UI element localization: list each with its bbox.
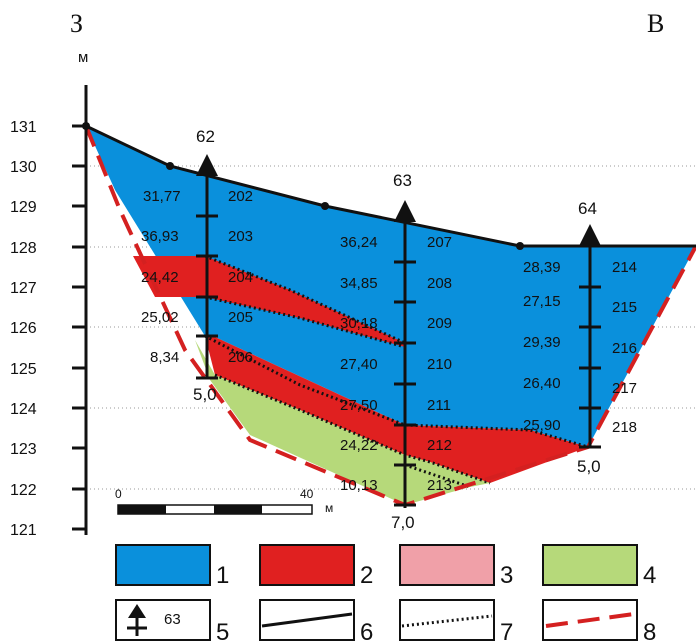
- well-64-sample-218: 218: [612, 419, 637, 436]
- tick-124: 124: [10, 401, 37, 418]
- well-64-id: 64: [578, 199, 597, 218]
- well-64-value-5: 25,90: [523, 417, 561, 434]
- legend: 1 2 3 4 63 5 6 7: [115, 544, 656, 644]
- well-63-value-5: 27,50: [340, 397, 378, 414]
- well-63-value-2: 34,85: [340, 275, 378, 292]
- well-62: 62 5,0 202 203 204 205 206 31,77 36,93 2…: [141, 127, 253, 404]
- tick-127: 127: [10, 280, 37, 297]
- legend-item-4: 4: [542, 544, 656, 589]
- well-63-depth: 7,0: [391, 513, 415, 532]
- well-64-value-4: 26,40: [523, 375, 561, 392]
- tick-123: 123: [10, 441, 37, 458]
- well-64-value-2: 27,15: [523, 293, 561, 310]
- well-64-sample-217: 217: [612, 380, 637, 397]
- well-62-sample-203: 203: [228, 228, 253, 245]
- tick-126: 126: [10, 320, 37, 337]
- layer-red-upper: [133, 256, 405, 347]
- tick-129: 129: [10, 199, 37, 216]
- well-62-value-1: 31,77: [143, 188, 181, 205]
- well-64-sample-215: 215: [612, 299, 637, 316]
- tick-122: 122: [10, 482, 37, 499]
- svg-text:4: 4: [643, 562, 656, 589]
- layer-red-lower: [205, 336, 588, 483]
- well-63-value-1: 36,24: [340, 234, 378, 251]
- legend-item-7: 7: [399, 599, 513, 644]
- well-64-depth: 5,0: [577, 457, 601, 476]
- axis-tick-marks: [72, 124, 86, 531]
- svg-text:2: 2: [360, 562, 373, 589]
- axis-unit: м: [78, 49, 88, 66]
- direction-east: В: [647, 9, 664, 38]
- legend-item-3: 3: [399, 544, 513, 589]
- well-63-sample-208: 208: [427, 275, 452, 292]
- well-63-id: 63: [393, 171, 412, 190]
- well-62-value-5: 8,34: [150, 349, 179, 366]
- well-62-value-4: 25,02: [141, 309, 179, 326]
- svg-text:6: 6: [360, 619, 373, 644]
- well-64: 64 5,0 214 215 216 217 218 28,39 27,15 2…: [523, 199, 637, 476]
- well-62-sample-206: 206: [228, 349, 253, 366]
- legend-well-arrow-icon: [128, 604, 146, 618]
- direction-west: З: [70, 9, 83, 38]
- svg-text:8: 8: [643, 619, 656, 644]
- well-64-arrow-icon: [579, 224, 601, 246]
- tick-125: 125: [10, 361, 37, 378]
- well-63-value-6: 24,22: [340, 437, 378, 454]
- well-62-value-3: 24,42: [141, 269, 179, 286]
- layer-blue: [86, 126, 696, 447]
- svg-text:7: 7: [500, 619, 513, 644]
- well-63-sample-212: 212: [427, 437, 452, 454]
- legend-item-5: 63 5: [115, 599, 229, 644]
- well-64-value-1: 28,39: [523, 259, 561, 276]
- well-62-sample-202: 202: [228, 188, 253, 205]
- well-62-id: 62: [196, 127, 215, 146]
- well-63-value-4: 27,40: [340, 356, 378, 373]
- well-63-value-3: 30,18: [340, 315, 378, 332]
- well-62-sample-204: 204: [228, 269, 253, 286]
- well-62-depth: 5,0: [193, 385, 217, 404]
- svg-text:1: 1: [216, 562, 229, 589]
- well-63-sample-211: 211: [427, 397, 451, 414]
- legend-item-8: 8: [542, 599, 656, 644]
- scale-unit: м: [325, 501, 333, 515]
- scale-end: 40: [300, 487, 314, 501]
- well-63-sample-207: 207: [427, 234, 452, 251]
- well-64-sample-216: 216: [612, 340, 637, 357]
- tick-128: 128: [10, 240, 37, 257]
- well-62-value-2: 36,93: [141, 228, 179, 245]
- legend-item-6: 6: [259, 599, 373, 644]
- well-63-arrow-icon: [394, 200, 416, 222]
- axis-tick-labels: 131 130 129 128 127 126 125 124 123 122 …: [10, 119, 37, 539]
- legend-item-2: 2: [259, 544, 373, 589]
- tick-121: 121: [10, 522, 37, 539]
- well-63-sample-213: 213: [427, 477, 452, 494]
- scale-bar: 0 40 м: [115, 487, 333, 515]
- svg-text:3: 3: [500, 562, 513, 589]
- svg-text:5: 5: [216, 619, 229, 644]
- well-64-sample-214: 214: [612, 259, 637, 276]
- well-63-value-7: 10,13: [340, 477, 378, 494]
- legend-item-1: 1: [115, 544, 229, 589]
- well-62-sample-205: 205: [228, 309, 253, 326]
- tick-131: 131: [10, 119, 37, 136]
- svg-text:63: 63: [164, 611, 181, 628]
- well-62-arrow-icon: [196, 154, 218, 176]
- well-64-value-3: 29,39: [523, 334, 561, 351]
- well-63-sample-210: 210: [427, 356, 452, 373]
- layer-green: [195, 340, 490, 505]
- scale-start: 0: [115, 487, 122, 501]
- well-63: 63 7,0 207 208 209 210 211 212 213 36,24…: [340, 171, 452, 532]
- tick-130: 130: [10, 159, 37, 176]
- well-63-sample-209: 209: [427, 315, 452, 332]
